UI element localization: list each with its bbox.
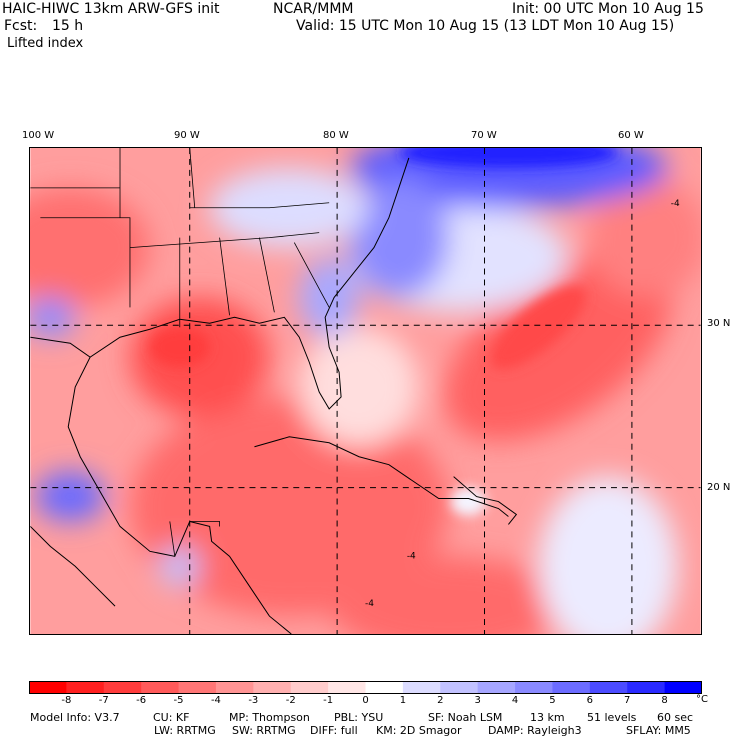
- colorbar-swatch: [552, 681, 591, 694]
- field-detail: [149, 148, 618, 516]
- lon-label-60w: 60 W: [618, 130, 644, 141]
- colorbar-tick-label: 7: [624, 695, 631, 706]
- colorbar-tick-label: 0: [362, 695, 369, 706]
- org-label: NCAR/MMM: [273, 1, 354, 17]
- footer-item: SW: RRTMG: [232, 724, 296, 737]
- colorbar-tick-label: -5: [173, 695, 184, 706]
- forecast-label: Fcst:: [4, 18, 38, 34]
- colorbar-tick-label: -7: [98, 695, 109, 706]
- footer-item: 51 levels: [587, 711, 637, 724]
- colorbar-swatch: [141, 681, 180, 694]
- footer-item: SF: Noah LSM: [428, 711, 503, 724]
- colorbar-tick-label: -2: [285, 695, 296, 706]
- colorbar-swatch: [178, 681, 217, 694]
- colorbar-swatch: [477, 681, 516, 694]
- footer-item: KM: 2D Smagor: [376, 724, 462, 737]
- footer-item: DAMP: Rayleigh3: [488, 724, 582, 737]
- field-shading: [30, 148, 701, 634]
- footer-item: Model Info: V3.7: [30, 711, 120, 724]
- contour-labels: -4 -4 -4: [365, 199, 680, 609]
- svg-text:-4: -4: [671, 199, 680, 209]
- colorbar-tick-label: -1: [323, 695, 334, 706]
- colorbar-unit: °C: [696, 694, 708, 705]
- lat-lon-grid: [30, 148, 701, 634]
- colorbar-swatch: [589, 681, 628, 694]
- colorbar-swatch: [664, 681, 702, 694]
- lon-label-70w: 70 W: [471, 130, 497, 141]
- lat-label-20n: 20 N: [707, 482, 731, 493]
- political-borders: [30, 148, 330, 557]
- colorbar-swatch: [515, 681, 553, 694]
- field-name: Lifted index: [7, 36, 84, 51]
- colorbar-tick-label: 8: [661, 695, 668, 706]
- colorbar-swatch: [328, 681, 366, 694]
- lon-label-100w: 100 W: [22, 130, 55, 141]
- model-title: HAIC-HIWC 13km ARW-GFS init: [2, 1, 220, 17]
- footer-item: CU: KF: [153, 711, 190, 724]
- colorbar-swatch: [290, 681, 329, 694]
- colorbar-swatch: [103, 681, 142, 694]
- footer-item: LW: RRTMG: [154, 724, 216, 737]
- footer-item: 13 km: [530, 711, 565, 724]
- colorbar-tick-label: -6: [136, 695, 147, 706]
- colorbar-tick-label: -4: [210, 695, 221, 706]
- lon-label-90w: 90 W: [174, 130, 200, 141]
- footer-item: DIFF: full: [310, 724, 358, 737]
- colorbar-swatch: [253, 681, 292, 694]
- colorbar-tick-label: 5: [549, 695, 556, 706]
- footer-item: 60 sec: [657, 711, 694, 724]
- svg-text:-4: -4: [407, 551, 416, 561]
- colorbar-swatch: [29, 681, 67, 694]
- colorbar-swatch: [402, 681, 441, 694]
- svg-text:-4: -4: [365, 599, 374, 609]
- colorbar-tick-label: -8: [61, 695, 72, 706]
- footer-item: MP: Thompson: [229, 711, 310, 724]
- lon-label-80w: 80 W: [323, 130, 349, 141]
- valid-time: Valid: 15 UTC Mon 10 Aug 15 (13 LDT Mon …: [296, 18, 675, 34]
- colorbar-tick-label: 4: [511, 695, 519, 706]
- colorbar-swatch: [66, 681, 105, 694]
- colorbar-border: [29, 681, 702, 694]
- forecast-hour: 15 h: [52, 18, 84, 34]
- lifted-index-map: -4 -4 -4: [29, 147, 702, 635]
- colorbar-tick-label: 3: [474, 695, 481, 706]
- coastlines: [30, 157, 518, 634]
- colorbar-swatch: [365, 681, 404, 694]
- colorbar-tick-label: 2: [437, 695, 444, 706]
- init-time: Init: 00 UTC Mon 10 Aug 15: [512, 1, 704, 17]
- colorbar-swatch: [440, 681, 479, 694]
- colorbar-swatch: [627, 681, 666, 694]
- colorbar-tick-label: -3: [248, 695, 259, 706]
- colorbar: [29, 681, 702, 694]
- colorbar-tick-label: 1: [399, 695, 407, 706]
- footer-item: PBL: YSU: [334, 711, 384, 724]
- colorbar-swatch: [215, 681, 254, 694]
- colorbar-tick-label: 6: [586, 695, 594, 706]
- lat-label-30n: 30 N: [707, 318, 731, 329]
- footer-item: SFLAY: MM5: [626, 724, 691, 737]
